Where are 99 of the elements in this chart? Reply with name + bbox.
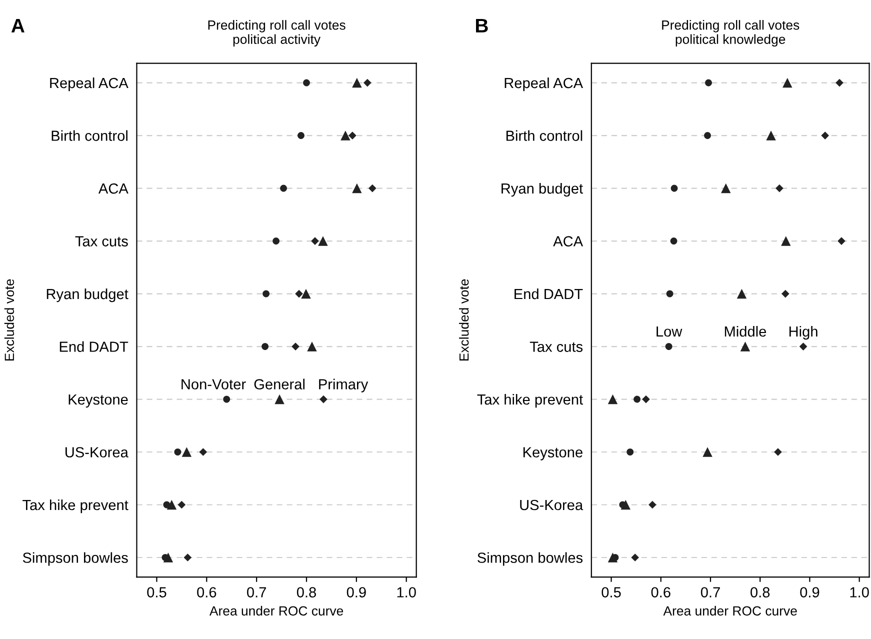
point — [799, 342, 808, 350]
y-tick-label: Ryan budget — [502, 182, 583, 197]
y-tick-label: Simpson bowles — [22, 552, 128, 566]
x-axis-title: Area under ROC curve — [209, 606, 344, 616]
point — [307, 342, 317, 352]
y-tick-label: End DADT — [60, 341, 128, 352]
y-tick-label: ACA — [553, 236, 584, 246]
point — [163, 501, 170, 508]
x-axis-title: Area under ROC curve — [663, 606, 797, 616]
x-tick-label: 0.8 — [750, 587, 770, 598]
point — [821, 132, 830, 140]
point — [352, 78, 362, 88]
y-tick-label: Tax hike prevent — [477, 394, 583, 408]
x-tick-label: 0.9 — [346, 587, 366, 598]
chart-title: Predicting roll call votes political knowledge — [662, 20, 800, 47]
y-tick-label: Simpson bowles — [478, 552, 583, 566]
annotation: General — [254, 378, 305, 390]
y-tick-label: Tax hike prevent — [22, 499, 128, 514]
point — [626, 448, 634, 456]
y-tick-label: Ryan budget — [46, 288, 128, 302]
y-tick-label: Birth control — [506, 130, 582, 141]
y-tick-label: Repeal ACA — [504, 77, 584, 92]
point — [702, 447, 712, 457]
x-tick-label: 0.8 — [296, 587, 316, 598]
text: B — [476, 18, 488, 32]
y-axis-title: Excluded vote — [4, 279, 14, 360]
point — [363, 78, 372, 87]
point — [292, 342, 300, 350]
annotation: Low — [656, 326, 682, 337]
point — [303, 79, 310, 86]
y-tick-label: End DADT — [514, 288, 583, 300]
point — [648, 500, 656, 509]
point — [634, 396, 641, 403]
y-tick-label: US-Korea — [520, 500, 584, 510]
point — [348, 132, 356, 140]
y-tick-label: Tax cuts — [75, 236, 128, 246]
x-tick-label: 0.6 — [651, 587, 670, 598]
point — [272, 238, 280, 244]
point — [705, 79, 712, 86]
point — [223, 396, 230, 403]
x-tick-label: 1.0 — [850, 587, 869, 598]
point — [608, 394, 618, 404]
x-tick-label: 0.5 — [147, 587, 166, 598]
point — [311, 237, 319, 245]
point — [199, 448, 208, 456]
point — [721, 183, 731, 194]
y-tick-label: Keystone — [523, 447, 582, 460]
y-tick-label: Repeal ACA — [50, 77, 128, 92]
x-tick-label: 0.7 — [700, 587, 720, 598]
point — [774, 448, 782, 456]
point — [666, 290, 674, 298]
y-axis-title: Excluded vote — [459, 279, 469, 360]
point — [262, 290, 270, 298]
point — [182, 447, 192, 457]
point — [776, 184, 784, 192]
annotation: Middle — [724, 326, 766, 337]
point — [670, 238, 678, 244]
point — [340, 130, 350, 140]
y-tick-label: Birth control — [52, 130, 128, 141]
point — [174, 448, 182, 456]
point — [836, 78, 844, 87]
y-tick-label: ACA — [98, 183, 128, 194]
point — [766, 130, 776, 140]
y-tick-label: Tax cuts — [530, 342, 583, 352]
point — [838, 237, 846, 245]
point — [184, 554, 192, 562]
point — [670, 184, 678, 192]
point — [318, 236, 328, 246]
x-tick-label: 0.6 — [197, 587, 216, 598]
point — [295, 290, 303, 298]
point — [298, 132, 304, 139]
y-tick-label: US-Korea — [66, 447, 128, 458]
point — [781, 236, 791, 246]
point — [301, 288, 311, 299]
x-tick-label: 0.9 — [800, 587, 820, 598]
annotation: High — [789, 326, 818, 340]
text: A — [11, 18, 24, 32]
point — [368, 184, 376, 192]
x-tick-label: 0.7 — [247, 587, 266, 598]
point — [781, 290, 790, 298]
annotation: Non-Voter — [182, 379, 246, 390]
point — [740, 342, 750, 352]
y-tick-label: Keystone — [68, 394, 128, 408]
x-tick-label: 0.5 — [602, 587, 621, 598]
point — [280, 184, 288, 192]
point — [274, 394, 284, 404]
point — [736, 288, 747, 299]
point — [642, 395, 650, 404]
point — [320, 395, 328, 404]
point — [782, 78, 792, 88]
annotation: Primary — [319, 378, 368, 392]
chart-title: Predicting roll call votes political activity — [208, 20, 346, 47]
point — [352, 183, 362, 194]
point — [178, 500, 186, 509]
x-tick-label: 1.0 — [397, 587, 416, 598]
point — [631, 554, 639, 562]
point — [704, 132, 711, 139]
point — [665, 343, 672, 350]
point — [262, 343, 269, 350]
